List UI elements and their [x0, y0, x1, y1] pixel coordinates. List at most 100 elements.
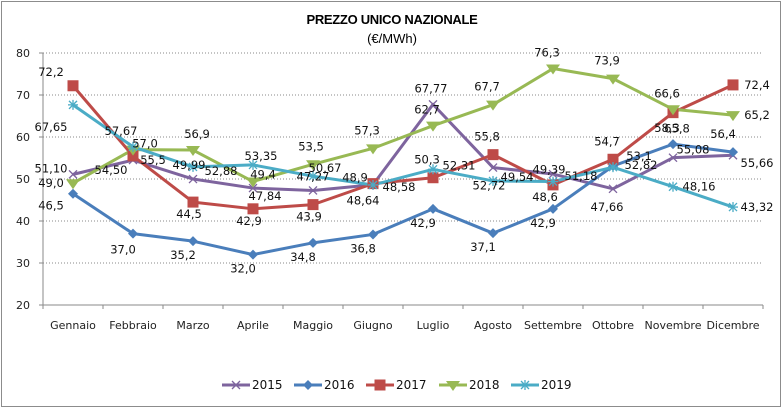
square-marker: [727, 79, 739, 91]
y-tick-label: 50: [16, 173, 30, 186]
data-label: 57,3: [354, 123, 380, 137]
diamond-marker: [68, 188, 78, 199]
data-label: 44,5: [176, 207, 202, 221]
diamond-marker: [303, 380, 313, 390]
star-marker: [248, 160, 258, 170]
data-point: [374, 379, 386, 391]
data-point: [488, 228, 498, 239]
data-label: 50,67: [309, 161, 342, 175]
data-point: [368, 229, 378, 240]
data-point: [606, 74, 620, 85]
data-point: [231, 380, 241, 390]
data-point: [488, 163, 498, 173]
data-point: [68, 169, 78, 179]
data-point: [247, 203, 259, 215]
data-label: 51,18: [565, 169, 598, 183]
series-lines: [66, 64, 740, 260]
data-point: [426, 121, 440, 132]
triangle-marker: [426, 121, 440, 132]
data-label: 47,27: [297, 169, 330, 183]
data-label: 65,8: [664, 122, 690, 136]
x-tick-label: Maggio: [293, 319, 333, 332]
data-point: [128, 228, 138, 239]
data-point: [726, 111, 740, 122]
star-marker: [608, 162, 618, 172]
triangle-marker: [606, 74, 620, 85]
legend-item-2019: 2019: [511, 378, 572, 392]
data-point: [303, 380, 313, 390]
data-label: 37,0: [110, 243, 136, 257]
data-point: [306, 160, 320, 171]
x-tick-label: Ottobre: [592, 319, 634, 332]
star-marker: [308, 171, 318, 181]
star-marker: [428, 164, 438, 174]
y-tick-label: 30: [16, 257, 30, 270]
data-point: [520, 380, 530, 390]
data-point: [307, 199, 319, 211]
data-label: 54,50: [95, 163, 128, 177]
star-marker: [128, 142, 138, 152]
data-point: [668, 139, 678, 150]
data-label: 48,58: [383, 180, 416, 194]
diamond-marker: [548, 203, 558, 214]
square-marker: [487, 149, 499, 161]
data-point: [548, 169, 558, 179]
square-marker: [427, 172, 439, 184]
data-point: [428, 99, 438, 109]
y-tick-label: 40: [16, 215, 30, 228]
data-point: [727, 79, 739, 91]
data-label: 55,8: [474, 130, 500, 144]
data-label: 42,9: [236, 214, 262, 228]
data-point: [428, 203, 438, 214]
data-point: [248, 249, 258, 260]
data-label: 48,9: [342, 171, 368, 185]
data-label: 48,16: [683, 180, 716, 194]
data-label: 67,7: [474, 80, 500, 94]
data-label: 72,2: [38, 65, 64, 79]
x-tick-label: Agosto: [474, 319, 512, 332]
data-label: 53,1: [626, 149, 652, 163]
data-point: [187, 196, 199, 208]
square-marker: [127, 150, 139, 162]
data-label: 32,0: [230, 262, 256, 276]
data-label: 55,08: [677, 143, 710, 157]
data-label: 57,67: [105, 124, 138, 138]
data-label: 52,72: [473, 179, 506, 193]
x-tick-label: Novembre: [645, 319, 702, 332]
data-point: [427, 172, 439, 184]
square-marker: [247, 203, 259, 215]
data-label: 56,9: [184, 127, 210, 141]
series-line-2017: [71, 83, 734, 211]
data-label: 55,5: [140, 153, 166, 167]
data-label: 57,0: [132, 137, 158, 151]
data-point: [308, 237, 318, 248]
x-tick-label: Luglio: [417, 319, 450, 332]
legend-item-2017: 2017: [366, 378, 427, 392]
data-label: 55,66: [741, 156, 774, 170]
diamond-marker: [188, 236, 198, 247]
x-tick-label: Aprile: [237, 319, 269, 332]
triangle-marker: [246, 177, 260, 188]
data-label: 54,7: [594, 134, 620, 148]
data-label: 52,88: [205, 164, 238, 178]
data-label: 50,3: [414, 153, 440, 167]
data-label: 56,4: [710, 127, 736, 141]
data-label: 43,32: [741, 200, 774, 214]
star-marker: [368, 180, 378, 190]
data-label: 51,10: [35, 161, 68, 175]
data-point: [608, 162, 618, 173]
x-marker: [608, 184, 618, 194]
data-label: 73,9: [594, 54, 620, 68]
data-label: 43,9: [296, 210, 322, 224]
triangle-marker: [306, 160, 320, 171]
data-label: 53,35: [245, 149, 278, 163]
data-label: 47,66: [591, 200, 624, 214]
x-marker: [248, 183, 258, 193]
square-marker: [307, 199, 319, 211]
data-point: [308, 186, 318, 195]
triangle-marker: [186, 146, 200, 157]
data-label: 49,99: [173, 158, 206, 172]
data-label: 47,84: [249, 189, 282, 203]
data-label: 42,9: [530, 216, 556, 230]
